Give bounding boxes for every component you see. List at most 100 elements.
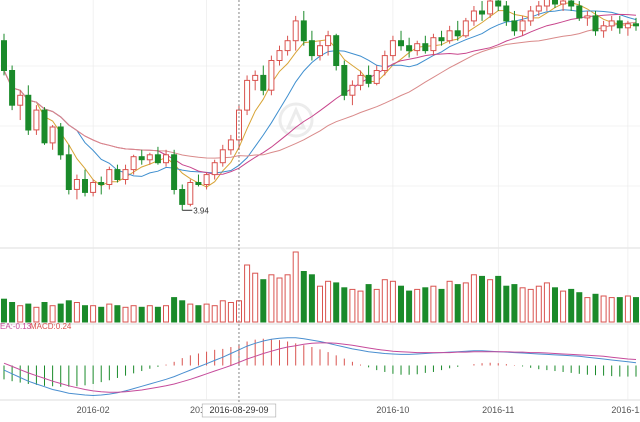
candle-49: [398, 30, 404, 51]
low-price-marker: 3.94: [182, 206, 209, 215]
volume-bar-42: [341, 287, 348, 323]
volume-bar-24: [195, 305, 202, 323]
candle-body-24: [195, 182, 202, 185]
volume-bar-63: [511, 284, 518, 323]
candle-78: [633, 17, 639, 31]
candle-body-54: [438, 37, 445, 42]
candle-body-37: [300, 20, 307, 42]
candle-51: [414, 40, 421, 56]
volume-bar-61: [495, 275, 502, 323]
candle-body-46: [373, 70, 380, 84]
candle-50: [406, 37, 413, 58]
candle-3: [25, 85, 32, 135]
volume-bar-52: [422, 287, 429, 323]
candle-body-53: [430, 37, 437, 52]
volume-bar-0: [1, 298, 7, 323]
candle-41: [333, 33, 340, 71]
candle-37: [300, 10, 307, 46]
volume-bar-15: [122, 306, 129, 323]
candle-body-66: [535, 5, 542, 12]
candle-34: [276, 45, 283, 66]
candle-body-43: [349, 84, 356, 96]
candle-body-31: [252, 74, 259, 81]
candle-body-45: [365, 74, 372, 84]
candle-body-75: [608, 20, 615, 27]
volume-bar-51: [414, 288, 421, 323]
candle-52: [422, 35, 429, 54]
candle-47: [381, 50, 388, 76]
volume-bar-57: [462, 282, 469, 323]
volume-bar-65: [527, 288, 534, 323]
volume-bar-29: [236, 300, 242, 323]
candle-43: [349, 80, 356, 106]
candle-61: [495, 0, 502, 11]
candle-body-74: [600, 25, 607, 32]
candle-body-51: [414, 43, 421, 52]
volume-bar-76: [616, 297, 623, 323]
volume-bar-19: [154, 306, 161, 323]
candle-4: [33, 105, 40, 135]
volume-bar-46: [373, 288, 380, 323]
candle-body-42: [341, 65, 348, 96]
candle-38: [308, 30, 315, 61]
volume-bar-68: [552, 287, 558, 323]
candle-11: [90, 179, 97, 197]
volume-bar-70: [568, 288, 575, 323]
volume-bar-35: [284, 274, 291, 323]
volume-bar-32: [260, 279, 267, 323]
candle-body-50: [406, 45, 413, 52]
candle-body-9: [73, 179, 80, 190]
volume-bar-25: [203, 303, 210, 323]
candle-body-78: [633, 23, 639, 27]
candle-19: [154, 146, 161, 165]
candle-body-77: [624, 23, 631, 29]
x-tick-label-2: 2016-10: [376, 405, 409, 415]
candle-body-20: [163, 154, 169, 164]
volume-bar-31: [252, 272, 259, 323]
volume-bar-56: [454, 284, 461, 323]
volume-bar-26: [211, 305, 218, 323]
volume-bar-54: [438, 288, 445, 323]
candle-body-13: [106, 169, 113, 186]
candle-63: [511, 10, 518, 36]
candle-body-47: [381, 55, 388, 71]
candle-60: [487, 0, 494, 18]
volume-bar-78: [633, 297, 639, 323]
candle-23: [187, 179, 194, 207]
volume-bar-2: [17, 305, 24, 323]
candle-40: [325, 30, 332, 56]
candle-72: [584, 10, 591, 26]
volume-bar-5: [41, 302, 48, 323]
candle-body-56: [454, 30, 461, 37]
candle-body-44: [357, 74, 364, 86]
candle-body-3: [25, 94, 32, 131]
candle-1: [9, 65, 16, 111]
candle-body-67: [543, 0, 550, 7]
candle-58: [470, 6, 477, 26]
volume-bar-37: [300, 271, 307, 323]
candle-body-76: [616, 20, 623, 29]
candle-body-41: [333, 35, 340, 66]
candle-body-2: [17, 94, 24, 106]
watermark-circle: [278, 102, 314, 138]
dea-value-label: EA:-0.13: [0, 322, 32, 331]
candle-55: [446, 25, 453, 44]
candle-2: [17, 90, 24, 121]
watermark-logo: [278, 102, 314, 138]
candle-30: [244, 75, 251, 116]
volume-bar-71: [576, 292, 583, 323]
volume-bar-47: [381, 279, 388, 323]
volume-bars: [1, 251, 639, 323]
candle-28: [227, 134, 234, 155]
candle-body-59: [479, 10, 485, 15]
candle-body-38: [308, 40, 315, 57]
candle-6: [49, 125, 56, 150]
candle-8: [65, 144, 72, 195]
candle-9: [73, 174, 80, 200]
candle-26: [211, 159, 218, 180]
volume-bar-11: [90, 305, 97, 323]
crosshair-date-box: [201, 403, 277, 418]
candle-66: [535, 1, 542, 16]
candle-body-16: [130, 156, 137, 171]
candle-body-12: [98, 182, 105, 185]
